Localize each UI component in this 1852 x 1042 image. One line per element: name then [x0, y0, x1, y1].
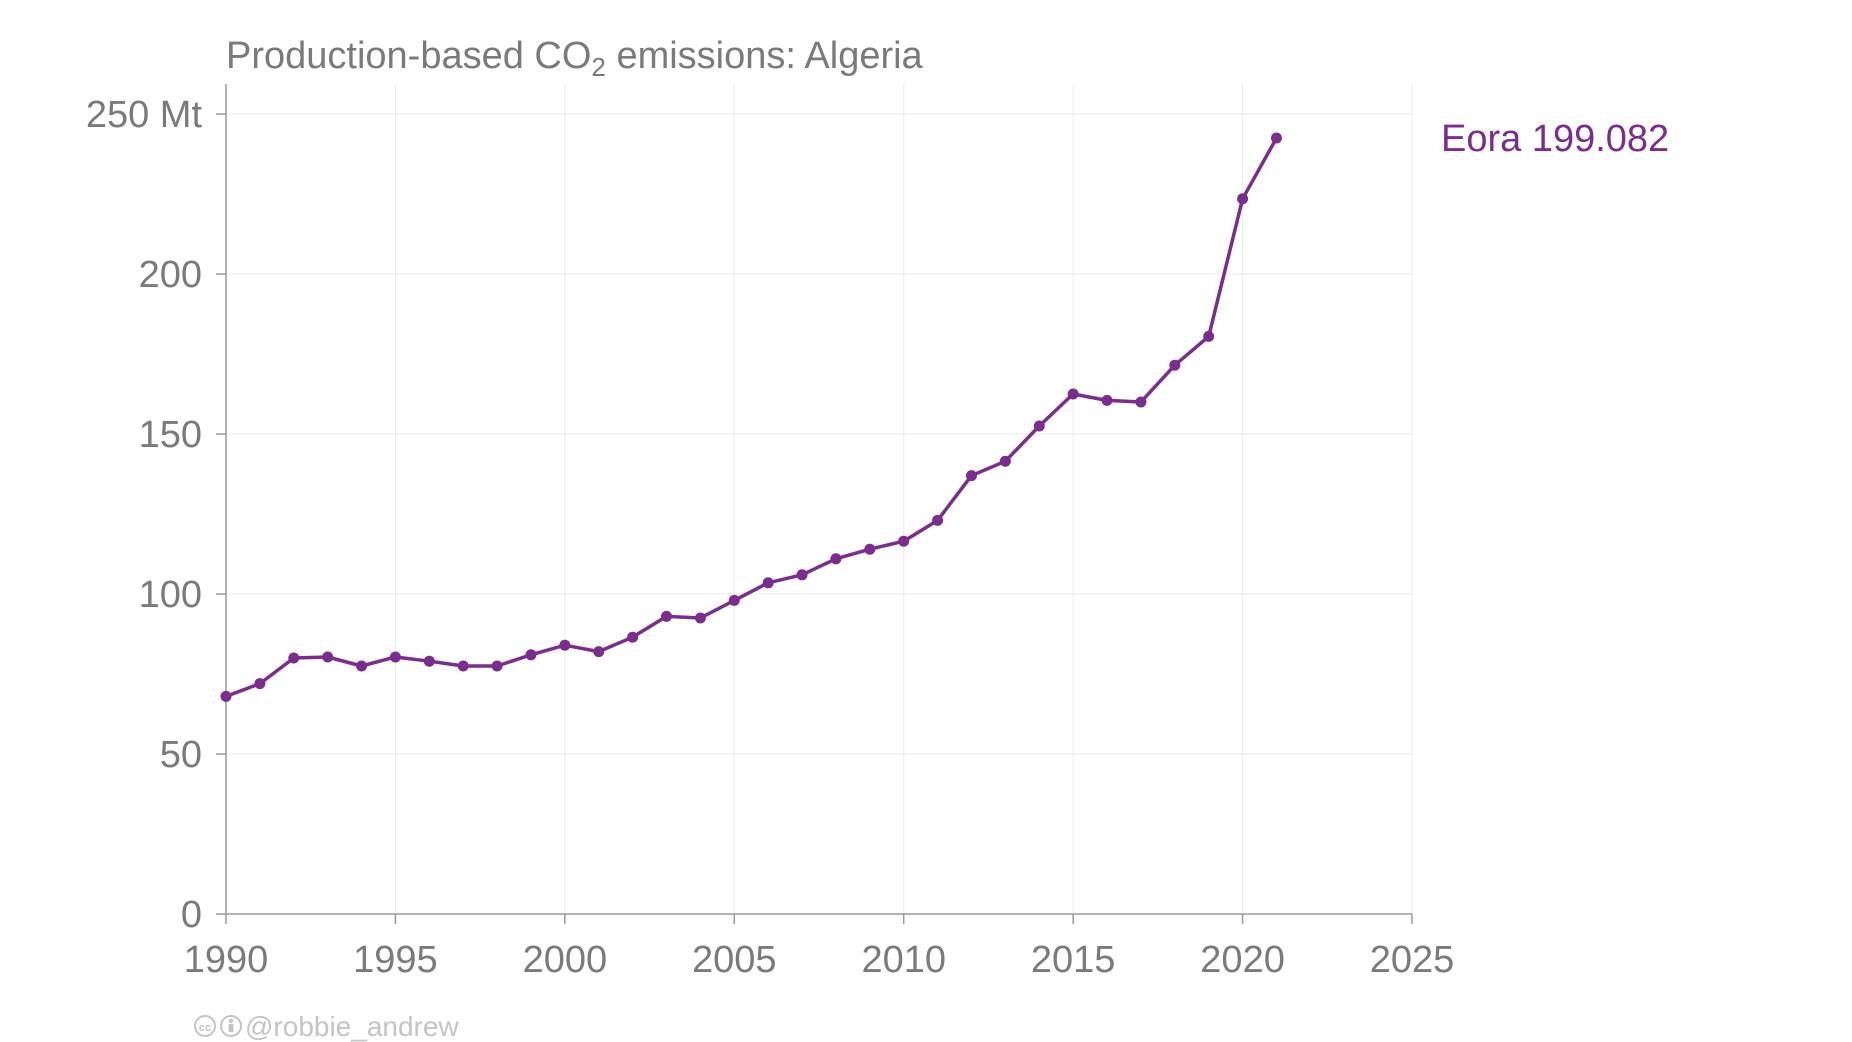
series-label-eora: Eora 199.082	[1441, 118, 1669, 160]
data-point	[1067, 388, 1079, 400]
chart-title: Production-based CO2 emissions: Algeria	[226, 35, 924, 82]
y-tick-label: 250 Mt	[86, 94, 203, 136]
data-point	[1135, 396, 1147, 408]
data-point	[356, 660, 368, 672]
y-ticks: 0 50 100 150 200 250 Mt	[86, 94, 226, 936]
data-point	[254, 678, 266, 690]
data-point	[1203, 330, 1215, 342]
data-point	[694, 612, 706, 624]
grid	[226, 84, 1413, 914]
data-point	[288, 652, 300, 664]
chart-title-subscript: 2	[591, 52, 605, 82]
y-tick-label: 200	[139, 254, 202, 296]
data-point	[423, 655, 435, 667]
y-tick-label: 0	[181, 894, 202, 936]
x-tick-label: 2010	[861, 939, 946, 981]
data-point	[728, 594, 740, 606]
x-tick-label: 2015	[1031, 939, 1116, 981]
data-point	[525, 649, 537, 661]
credit: cc @robbie_andrew	[194, 1011, 459, 1042]
x-tick-label: 2025	[1370, 939, 1455, 981]
y-tick-label: 150	[139, 414, 202, 456]
data-point	[1270, 132, 1282, 144]
y-tick-label: 100	[139, 574, 202, 616]
credit-handle: @robbie_andrew	[245, 1011, 459, 1042]
by-icon	[220, 1015, 242, 1037]
data-point	[1169, 359, 1181, 371]
data-point	[491, 660, 503, 672]
y-tick-label: 50	[160, 734, 202, 776]
data-point	[864, 543, 876, 555]
chart-title-main: Production-based CO	[226, 35, 591, 77]
series-labels: Eora 199.082	[1441, 118, 1669, 160]
data-point	[796, 569, 808, 581]
data-point	[220, 690, 232, 702]
x-ticks: 1990 1995 2000 2005 2010 2015 2020 2025	[184, 914, 1455, 981]
x-tick-label: 1990	[184, 939, 269, 981]
axes	[225, 84, 1412, 915]
data-point	[559, 639, 571, 651]
cc-icon: cc	[194, 1015, 216, 1037]
data-point	[322, 651, 334, 663]
data-point	[999, 455, 1011, 467]
data-point	[898, 535, 910, 547]
data-point	[932, 514, 944, 526]
data-point	[965, 470, 977, 482]
series-line-eora	[224, 136, 1279, 699]
chart-title-rest: emissions: Algeria	[606, 35, 924, 77]
data-point	[457, 660, 469, 672]
data-point	[627, 631, 639, 643]
svg-text:cc: cc	[199, 1022, 211, 1034]
data-point	[830, 553, 842, 565]
x-tick-label: 2005	[692, 939, 777, 981]
data-point	[762, 577, 774, 589]
data-point	[1101, 394, 1113, 406]
data-point	[1033, 420, 1045, 432]
x-tick-label: 1995	[353, 939, 438, 981]
x-tick-label: 2000	[523, 939, 608, 981]
data-point	[593, 646, 605, 658]
series-layer	[220, 132, 1282, 702]
x-tick-label: 2020	[1200, 939, 1285, 981]
data-point	[1237, 193, 1249, 205]
data-point	[661, 610, 673, 622]
data-point	[389, 651, 401, 663]
